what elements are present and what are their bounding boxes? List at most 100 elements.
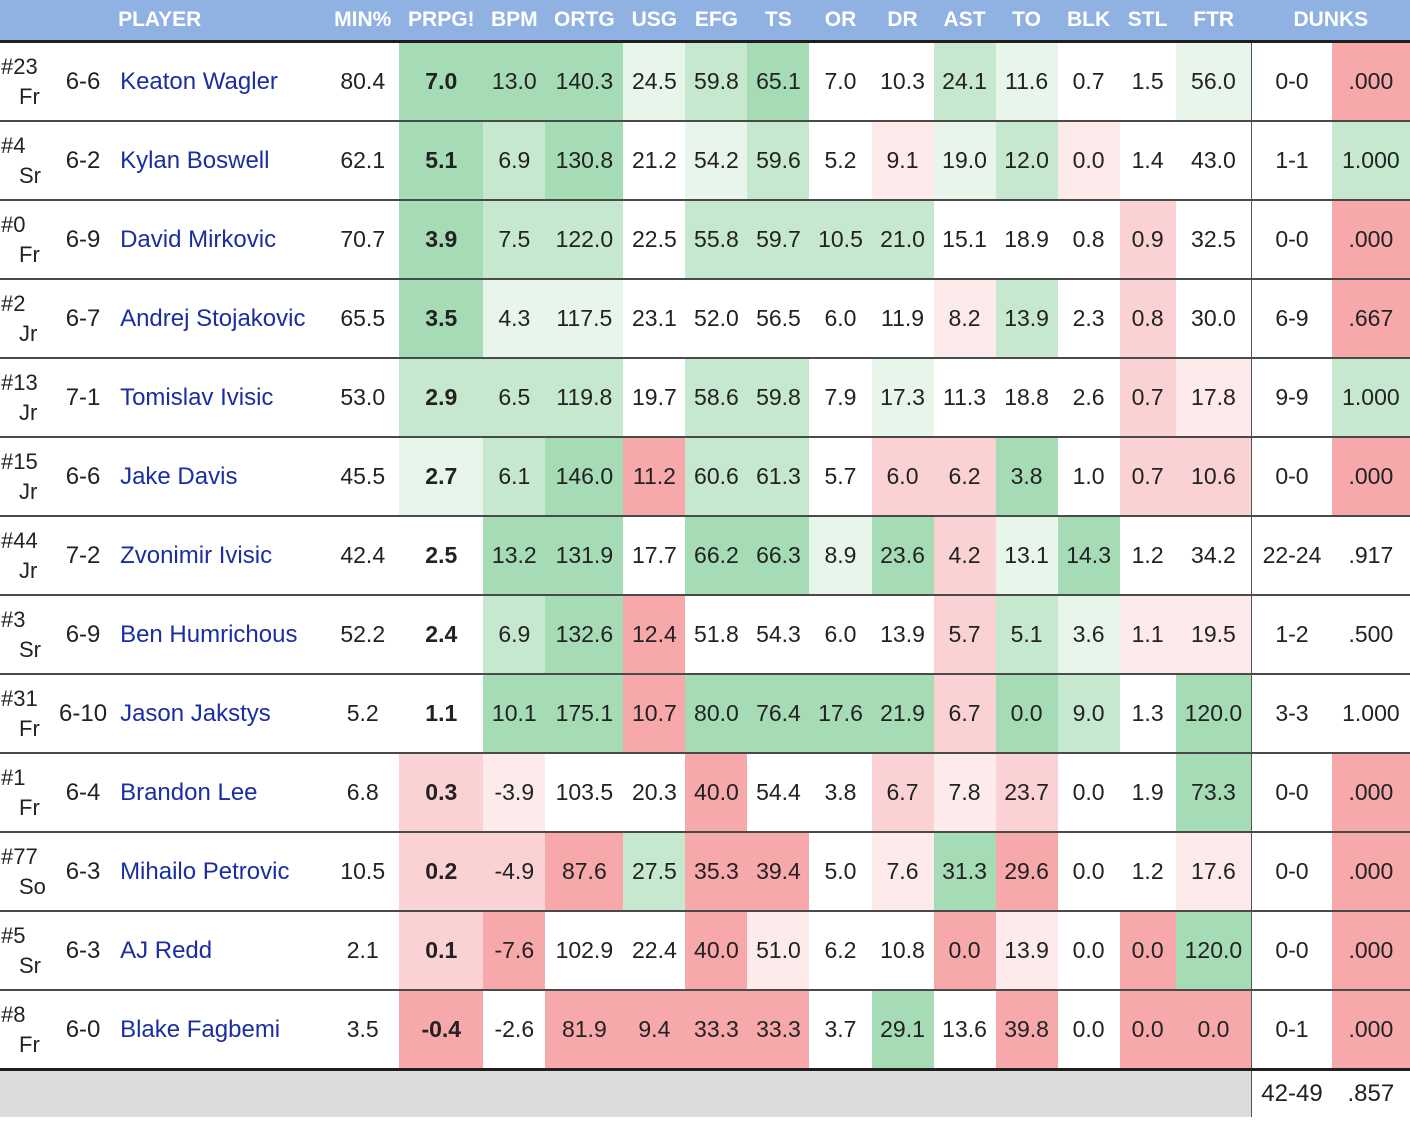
- stat-cell-dr: 10.8: [871, 911, 934, 991]
- stat-cell-to: 13.9: [995, 279, 1058, 359]
- stat-cell-efg: 55.8: [685, 200, 748, 280]
- player-name-link[interactable]: AJ Redd: [114, 911, 327, 991]
- totals-empty-cell: [1119, 1069, 1176, 1117]
- stat-cell-dunks: 1-2: [1251, 595, 1332, 675]
- player-name-link[interactable]: Keaton Wagler: [114, 41, 327, 122]
- stat-cell-blk: 0.0: [1057, 911, 1120, 991]
- jersey-number: #3: [1, 606, 26, 632]
- stat-cell-stl: 1.9: [1119, 753, 1176, 833]
- class-year: So: [19, 873, 46, 899]
- stat-cell-ast: 8.2: [933, 279, 996, 359]
- stat-cell-dr: 21.0: [871, 200, 934, 280]
- player-name-link[interactable]: Ben Humrichous: [114, 595, 327, 675]
- stat-cell-usg: 21.2: [623, 121, 686, 201]
- col-header-min[interactable]: MIN%: [326, 0, 400, 43]
- stat-cell-stl: 1.4: [1119, 121, 1176, 201]
- stat-cell-or: 5.2: [809, 121, 872, 201]
- stat-cell-dunkpct: .000: [1331, 832, 1410, 912]
- stat-cell-dunkpct: .000: [1331, 41, 1410, 122]
- stat-cell-prpg: 0.3: [399, 753, 484, 833]
- col-header-player[interactable]: PLAYER: [114, 0, 327, 43]
- stat-cell-ftr: 120.0: [1175, 911, 1252, 991]
- stat-cell-or: 5.7: [809, 437, 872, 517]
- stat-cell-dr: 7.6: [871, 832, 934, 912]
- stat-cell-min: 53.0: [326, 358, 400, 438]
- stat-cell-min: 70.7: [326, 200, 400, 280]
- height-cell: 6-2: [52, 121, 115, 201]
- col-header-ast[interactable]: AST: [933, 0, 996, 43]
- stat-cell-bpm: 4.3: [483, 279, 546, 359]
- player-name-link[interactable]: Andrej Stojakovic: [114, 279, 327, 359]
- stat-cell-dr: 6.7: [871, 753, 934, 833]
- stat-cell-stl: 0.0: [1119, 911, 1176, 991]
- player-name-link[interactable]: Mihailo Petrovic: [114, 832, 327, 912]
- stat-cell-ortg: 122.0: [545, 200, 624, 280]
- col-header-to[interactable]: TO: [995, 0, 1058, 43]
- col-header-ortg[interactable]: ORTG: [545, 0, 624, 43]
- player-name-link[interactable]: Brandon Lee: [114, 753, 327, 833]
- player-name-link[interactable]: Jason Jakstys: [114, 674, 327, 754]
- col-header-ftr[interactable]: FTR: [1175, 0, 1252, 43]
- stat-cell-blk: 2.3: [1057, 279, 1120, 359]
- col-header-efg[interactable]: EFG: [685, 0, 748, 43]
- stat-cell-ftr: 19.5: [1175, 595, 1252, 675]
- stat-cell-ftr: 30.0: [1175, 279, 1252, 359]
- col-header-dr[interactable]: DR: [871, 0, 934, 43]
- height-cell: 7-2: [52, 516, 115, 596]
- stat-cell-min: 52.2: [326, 595, 400, 675]
- stat-cell-blk: 0.0: [1057, 832, 1120, 912]
- stat-cell-dr: 9.1: [871, 121, 934, 201]
- stat-cell-prpg: 2.7: [399, 437, 484, 517]
- stat-cell-or: 6.2: [809, 911, 872, 991]
- stat-cell-ts: 54.3: [747, 595, 810, 675]
- stat-cell-efg: 54.2: [685, 121, 748, 201]
- col-header-dunks[interactable]: DUNKS: [1251, 0, 1410, 43]
- stat-cell-ts: 51.0: [747, 911, 810, 991]
- player-name-link[interactable]: Blake Fagbemi: [114, 990, 327, 1071]
- table-row: #5 Sr 6-3 AJ Redd 2.1 0.1 -7.6 102.9 22.4 40.0 51.…: [0, 911, 1410, 991]
- height-cell: 6-6: [52, 437, 115, 517]
- height-cell: 6-9: [52, 200, 115, 280]
- stat-cell-dunkpct: .000: [1331, 990, 1410, 1071]
- jersey-class-cell: #3 Sr: [0, 595, 53, 675]
- jersey-class-cell: #2 Jr: [0, 279, 53, 359]
- col-header-ts[interactable]: TS: [747, 0, 810, 43]
- stat-cell-ortg: 117.5: [545, 279, 624, 359]
- player-name-link[interactable]: David Mirkovic: [114, 200, 327, 280]
- jersey-class-cell: #23 Fr: [0, 41, 53, 122]
- stat-cell-min: 80.4: [326, 41, 400, 122]
- player-name-link[interactable]: Jake Davis: [114, 437, 327, 517]
- height-cell: 6-0: [52, 990, 115, 1071]
- stat-cell-min: 62.1: [326, 121, 400, 201]
- stat-cell-or: 6.0: [809, 279, 872, 359]
- stat-cell-ts: 65.1: [747, 41, 810, 122]
- stat-cell-ast: 13.6: [933, 990, 996, 1071]
- class-year: Sr: [19, 636, 41, 662]
- stat-cell-ts: 33.3: [747, 990, 810, 1071]
- stat-cell-ftr: 34.2: [1175, 516, 1252, 596]
- player-name-link[interactable]: Kylan Boswell: [114, 121, 327, 201]
- stat-cell-dunks: 0-0: [1251, 200, 1332, 280]
- class-year: Sr: [19, 162, 41, 188]
- player-name-link[interactable]: Zvonimir Ivisic: [114, 516, 327, 596]
- col-header-bpm[interactable]: BPM: [483, 0, 546, 43]
- col-header-prpg[interactable]: PRPG!: [399, 0, 484, 43]
- jersey-number: #8: [1, 1001, 26, 1027]
- player-name-link[interactable]: Tomislav Ivisic: [114, 358, 327, 438]
- jersey-class-cell: #15 Jr: [0, 437, 53, 517]
- stat-cell-prpg: -0.4: [399, 990, 484, 1071]
- col-header-stl[interactable]: STL: [1119, 0, 1176, 43]
- jersey-class-cell: #1 Fr: [0, 753, 53, 833]
- stat-cell-ts: 59.8: [747, 358, 810, 438]
- stat-cell-or: 6.0: [809, 595, 872, 675]
- totals-empty-cell: [483, 1069, 546, 1117]
- stat-cell-efg: 60.6: [685, 437, 748, 517]
- col-header-blk[interactable]: BLK: [1057, 0, 1120, 43]
- stat-cell-ast: 0.0: [933, 911, 996, 991]
- stat-cell-blk: 0.0: [1057, 753, 1120, 833]
- col-header-or[interactable]: OR: [809, 0, 872, 43]
- jersey-number: #13: [1, 369, 38, 395]
- totals-dunk-pct: .857: [1331, 1069, 1410, 1117]
- col-header-usg[interactable]: USG: [623, 0, 686, 43]
- stat-cell-usg: 22.4: [623, 911, 686, 991]
